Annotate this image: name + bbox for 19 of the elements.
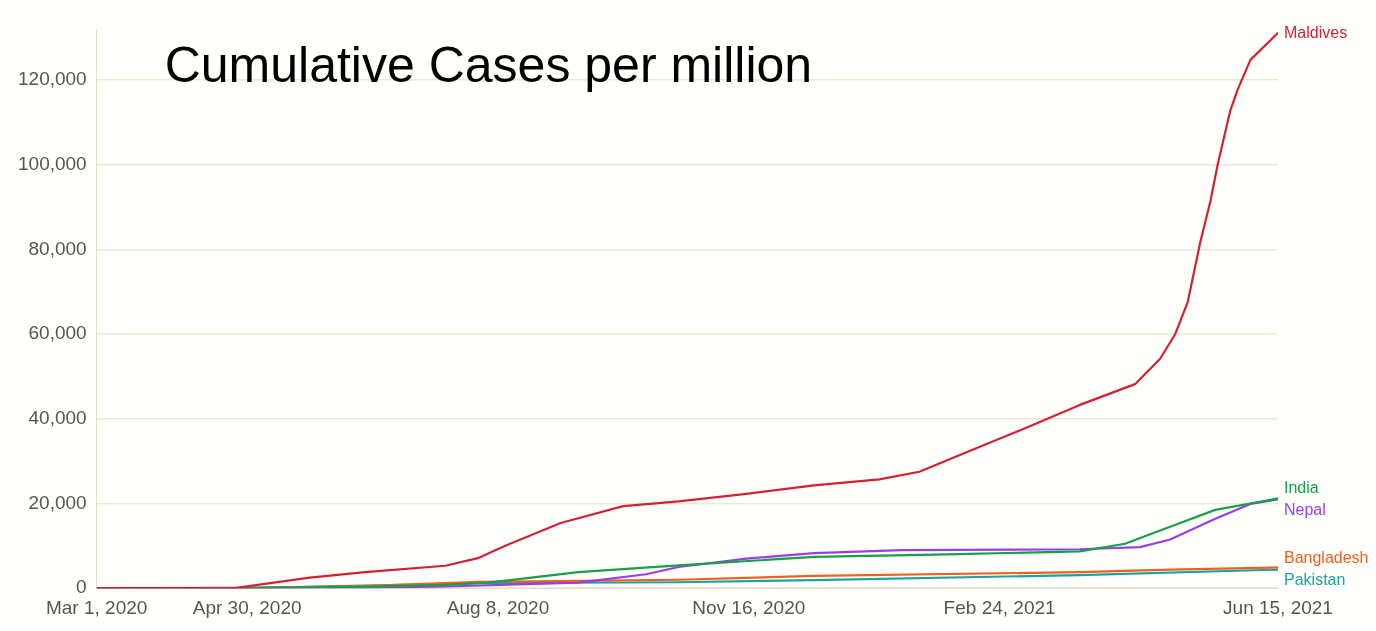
y-tick-label: 0 (76, 576, 87, 598)
y-tick-label: 60,000 (28, 322, 87, 344)
series-label: Nepal (1284, 501, 1326, 519)
x-tick-label: Aug 8, 2020 (446, 596, 550, 618)
series-label: Maldives (1284, 24, 1348, 42)
series-label: Pakistan (1284, 570, 1346, 588)
x-tick-label: Mar 1, 2020 (45, 596, 148, 618)
x-tick-label: Jun 15, 2021 (1223, 596, 1333, 618)
y-tick-label: 40,000 (28, 407, 87, 429)
y-tick-label: 100,000 (17, 153, 87, 175)
x-tick-label: Apr 30, 2020 (192, 596, 302, 618)
series-label: India (1284, 479, 1319, 497)
series-label: Bangladesh (1284, 548, 1369, 566)
x-tick-label: Feb 24, 2021 (943, 596, 1056, 618)
y-tick-label: 20,000 (28, 491, 87, 513)
chart-title: Cumulative Cases per million (164, 37, 813, 94)
y-tick-label: 120,000 (17, 68, 87, 90)
y-tick-label: 80,000 (28, 237, 87, 259)
x-tick-label: Nov 16, 2020 (692, 596, 806, 618)
